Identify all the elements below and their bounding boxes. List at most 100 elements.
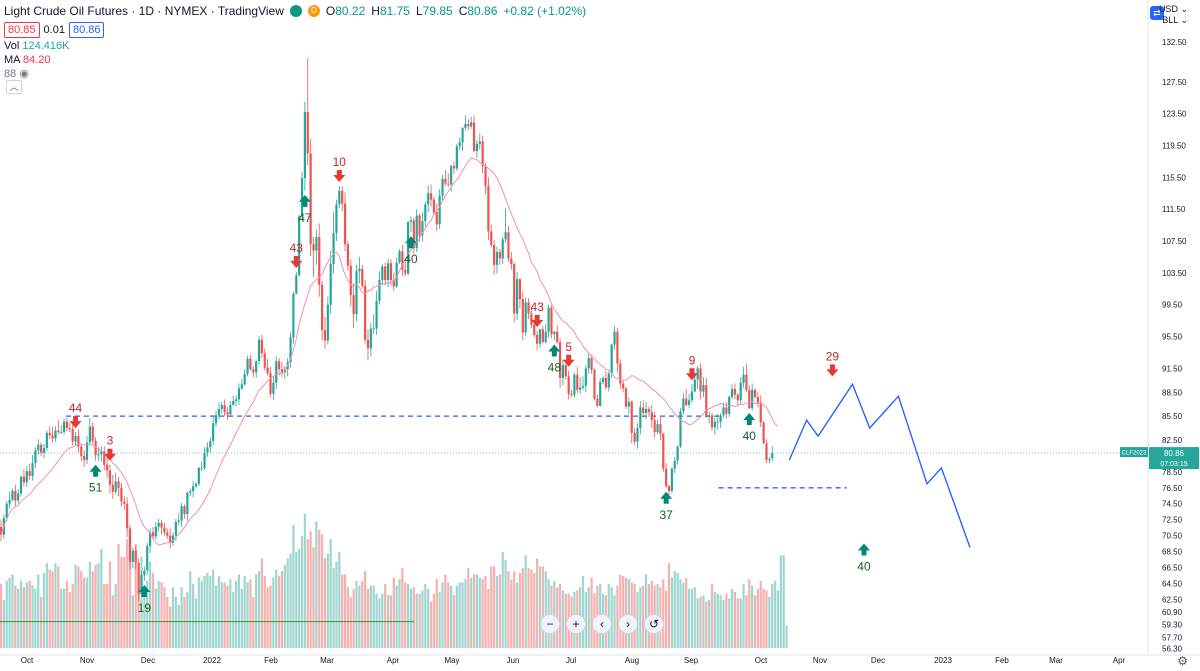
volume-bar bbox=[200, 580, 203, 648]
volume-bar bbox=[209, 576, 212, 648]
candle-body bbox=[673, 460, 676, 469]
volume-bar bbox=[705, 601, 708, 648]
candle-body bbox=[596, 398, 599, 406]
volume-indicator-legend[interactable]: Vol 124.416K bbox=[4, 40, 70, 52]
volume-bar bbox=[452, 595, 456, 648]
candle-body bbox=[22, 476, 26, 483]
candle-body bbox=[361, 268, 364, 286]
candle-body bbox=[137, 562, 140, 594]
candle bbox=[361, 264, 364, 289]
price-tick-label: 62.50 bbox=[1162, 595, 1183, 604]
volume-bar bbox=[670, 577, 673, 648]
volume-bar bbox=[300, 536, 304, 648]
volume-bar bbox=[217, 576, 220, 648]
candle-body bbox=[234, 399, 238, 402]
candle bbox=[206, 442, 209, 457]
candle bbox=[214, 410, 218, 428]
candle-body bbox=[407, 221, 410, 274]
buy-arrow-icon bbox=[743, 412, 756, 425]
candle-body bbox=[759, 402, 762, 423]
candle bbox=[624, 386, 628, 409]
currency-selector[interactable]: USD ⌄ BLL ⌄ bbox=[1158, 4, 1188, 25]
candle-body bbox=[685, 398, 688, 405]
volume-bar bbox=[366, 588, 370, 648]
reset-chart-button[interactable]: ↺ bbox=[644, 614, 664, 634]
volume-bar bbox=[243, 576, 246, 648]
candle-body bbox=[493, 244, 496, 265]
symbol-title[interactable]: Light Crude Oil Futures · 1D · NYMEX · T… bbox=[4, 4, 284, 18]
volume-bar bbox=[547, 579, 550, 648]
candle-body bbox=[470, 122, 473, 127]
volume-bar bbox=[214, 585, 218, 648]
sell-signal: 3 bbox=[103, 434, 116, 461]
candle-body bbox=[742, 374, 745, 383]
candle bbox=[255, 360, 258, 378]
volume-bar bbox=[392, 577, 395, 648]
zoom-out-button[interactable]: − bbox=[540, 614, 560, 634]
volume-bar bbox=[114, 584, 117, 648]
candle-body bbox=[183, 506, 186, 515]
candle bbox=[289, 332, 292, 368]
volume-bar bbox=[321, 534, 324, 648]
candle bbox=[338, 186, 341, 209]
candle-body bbox=[117, 481, 120, 488]
candle-body bbox=[708, 415, 711, 417]
candle-body bbox=[232, 401, 235, 405]
sell-price-button[interactable]: 80.85 bbox=[4, 22, 40, 38]
candle bbox=[501, 237, 504, 265]
candle bbox=[335, 199, 338, 241]
candle bbox=[452, 161, 456, 175]
candle-body bbox=[88, 426, 91, 443]
candle bbox=[739, 377, 742, 405]
volume-bar bbox=[619, 574, 622, 648]
settings-gear-icon[interactable]: ⚙ bbox=[1177, 654, 1188, 668]
candle-body bbox=[478, 141, 481, 144]
price-tick-label: 95.50 bbox=[1162, 333, 1183, 342]
buy-signal-label: 47 bbox=[298, 211, 312, 225]
volume-bar bbox=[538, 566, 542, 648]
candle bbox=[424, 201, 427, 227]
volume-bar bbox=[77, 566, 80, 648]
volume-bar bbox=[280, 571, 284, 648]
eye-icon: ◉ bbox=[19, 68, 29, 80]
candle-body bbox=[604, 377, 608, 388]
candle bbox=[395, 257, 398, 288]
candle bbox=[504, 208, 507, 243]
candle-body bbox=[91, 426, 94, 441]
candle-body bbox=[748, 389, 751, 409]
ma-indicator-legend[interactable]: MA 84.20 bbox=[4, 54, 51, 66]
time-tick-label: Apr bbox=[387, 656, 400, 665]
collapse-legend-button[interactable]: ︿ bbox=[6, 80, 22, 94]
candle bbox=[48, 426, 51, 440]
candle-body bbox=[68, 428, 71, 430]
candle-body bbox=[504, 232, 507, 240]
candle-body bbox=[415, 215, 418, 249]
volume-bar bbox=[524, 555, 527, 648]
spread-value: 0.01 bbox=[43, 24, 65, 36]
zoom-in-button[interactable]: + bbox=[566, 614, 586, 634]
ma-length-legend[interactable]: 88 ◉ bbox=[4, 68, 29, 80]
buy-price-button[interactable]: 80.86 bbox=[68, 22, 105, 38]
volume-bar bbox=[748, 579, 751, 648]
candle bbox=[656, 419, 659, 435]
candle-body bbox=[5, 503, 8, 519]
time-tick-label: Nov bbox=[813, 656, 827, 665]
currency-icon[interactable]: ⇄ bbox=[1150, 6, 1164, 20]
candle bbox=[375, 291, 378, 335]
candle bbox=[613, 326, 616, 350]
volume-bar bbox=[11, 574, 14, 648]
candle-body bbox=[450, 166, 453, 185]
price-tick-label: 56.30 bbox=[1162, 645, 1183, 654]
scroll-right-button[interactable]: › bbox=[618, 614, 638, 634]
volume-bar bbox=[495, 576, 499, 648]
volume-bar bbox=[94, 564, 97, 648]
candle-body bbox=[475, 143, 479, 152]
candle bbox=[74, 432, 77, 446]
sell-signal: 43 bbox=[290, 241, 303, 269]
volume-bar bbox=[128, 532, 132, 648]
scroll-left-button[interactable]: ‹ bbox=[592, 614, 612, 634]
buy-signal-label: 19 bbox=[138, 601, 152, 615]
candle bbox=[223, 399, 226, 417]
volume-bar bbox=[639, 587, 642, 648]
